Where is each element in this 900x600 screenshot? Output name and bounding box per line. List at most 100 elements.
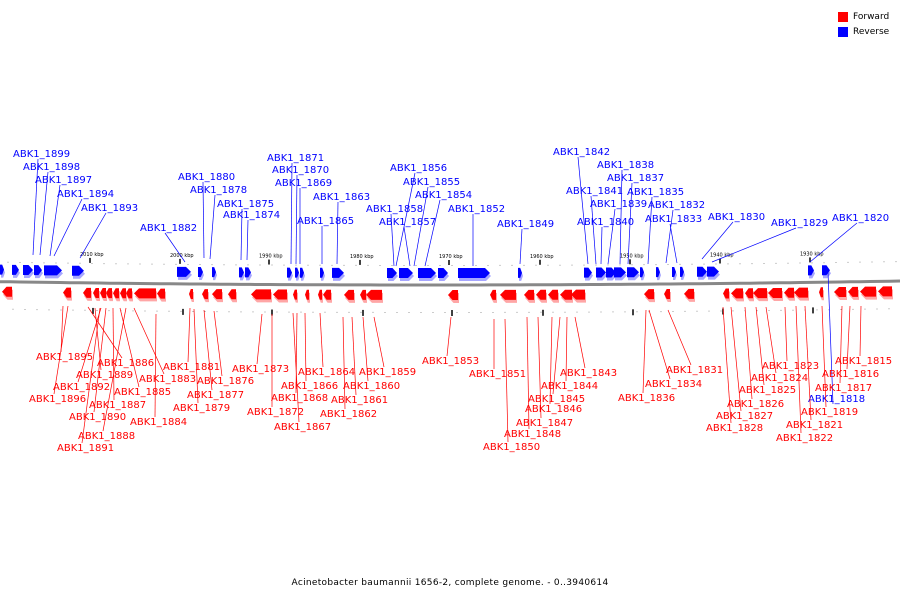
forward-leader-line xyxy=(642,309,647,394)
forward-gene-arrow xyxy=(228,289,236,300)
forward-gene-arrow xyxy=(571,289,585,300)
reverse-gene-label: ABK1_1854 xyxy=(415,190,472,201)
forward-leader-line xyxy=(119,307,140,388)
forward-leader-line xyxy=(362,316,369,382)
forward-leader-line xyxy=(187,307,191,363)
forward-leader-line xyxy=(667,309,692,366)
forward-leader-line xyxy=(648,309,671,380)
reverse-leader-line xyxy=(202,181,205,259)
legend-label-reverse: Reverse xyxy=(853,26,890,37)
reverse-leader-line xyxy=(607,208,616,265)
forward-gene-label: ABK1_1843 xyxy=(560,368,617,379)
reverse-gene-arrow xyxy=(697,266,707,277)
forward-leader-line xyxy=(213,310,223,377)
reverse-gene-label: ABK1_1818 xyxy=(808,394,865,405)
forward-gene-label: ABK1_1886 xyxy=(97,358,154,369)
reverse-gene-arrow xyxy=(300,267,304,278)
reverse-gene-arrow xyxy=(606,267,616,278)
legend-item-reverse: Reverse xyxy=(838,24,889,39)
forward-gene-label: ABK1_1848 xyxy=(504,429,561,440)
forward-gene-arrow xyxy=(819,287,823,298)
scale-tick-label: 2010 kbp xyxy=(80,252,104,258)
forward-gene-label: ABK1_1896 xyxy=(29,394,86,405)
reverse-gene-arrow xyxy=(320,267,324,278)
forward-gene-label: ABK1_1828 xyxy=(706,423,763,434)
reverse-gene-arrow xyxy=(584,267,592,278)
scale-tick-label: 1930 kbp xyxy=(800,251,824,257)
forward-gene-arrow xyxy=(134,288,156,299)
reverse-leader-line xyxy=(600,226,603,265)
reverse-gene-label: ABK1_1894 xyxy=(57,189,114,200)
forward-gene-label: ABK1_1872 xyxy=(247,407,304,418)
forward-gene-label: ABK1_1826 xyxy=(727,399,784,410)
reverse-leader-line xyxy=(577,156,589,265)
forward-gene-arrow xyxy=(524,289,534,300)
reverse-gene-arrow xyxy=(295,267,299,278)
reverse-gene-arrow xyxy=(656,267,660,278)
forward-leader-line xyxy=(804,305,812,421)
forward-leader-line xyxy=(53,305,69,395)
forward-gene-arrow xyxy=(548,289,558,300)
forward-leader-line xyxy=(60,305,64,353)
reverse-gene-label: ABK1_1833 xyxy=(645,214,702,225)
forward-gene-label: ABK1_1822 xyxy=(776,433,833,444)
reverse-gene-arrow xyxy=(458,267,490,278)
forward-leader-line xyxy=(256,313,263,365)
forward-gene-arrow xyxy=(490,289,496,300)
reverse-leader-line xyxy=(827,271,834,405)
forward-gene-label: ABK1_1825 xyxy=(739,385,796,396)
forward-gene-arrow xyxy=(113,288,119,299)
reverse-gene-label: ABK1_1849 xyxy=(497,219,554,230)
forward-gene-label: ABK1_1846 xyxy=(525,404,582,415)
reverse-leader-line xyxy=(627,182,633,265)
forward-gene-label: ABK1_1891 xyxy=(57,443,114,454)
reverse-gene-arrow xyxy=(399,267,413,278)
scale-tick-label: 1960 kbp xyxy=(530,254,554,260)
forward-gene-arrow xyxy=(500,289,516,300)
reverse-gene-label: ABK1_1899 xyxy=(13,149,70,160)
forward-gene-arrow xyxy=(536,289,546,300)
reverse-leader-line xyxy=(390,213,395,267)
reverse-leader-line xyxy=(49,184,61,257)
reverse-gene-label: ABK1_1874 xyxy=(223,210,280,221)
reverse-gene-arrow xyxy=(418,267,436,278)
forward-gene-label: ABK1_1876 xyxy=(197,376,254,387)
forward-gene-arrow xyxy=(723,288,729,299)
reverse-gene-arrow xyxy=(212,267,216,278)
reverse-gene-label: ABK1_1863 xyxy=(313,192,370,203)
forward-gene-arrow xyxy=(2,286,12,297)
reverse-gene-arrow xyxy=(596,267,606,278)
forward-gene-arrow xyxy=(251,289,271,300)
forward-gene-label: ABK1_1831 xyxy=(666,365,723,376)
genome-caption: Acinetobacter baumannii 1656-2, complete… xyxy=(291,578,609,588)
reverse-gene-arrow xyxy=(23,265,33,276)
reverse-leader-line xyxy=(79,212,107,259)
legend: Forward Reverse xyxy=(838,9,889,39)
reverse-gene-label: ABK1_1832 xyxy=(648,200,705,211)
forward-gene-arrow xyxy=(860,286,876,297)
reverse-leader-line xyxy=(665,209,674,264)
reverse-leader-line xyxy=(413,186,429,267)
forward-gene-arrow xyxy=(360,289,366,300)
forward-gene-arrow xyxy=(318,289,322,300)
forward-gene-label: ABK1_1881 xyxy=(163,362,220,373)
forward-leader-line xyxy=(93,307,107,413)
forward-leader-line xyxy=(304,312,307,382)
forward-gene-label: ABK1_1821 xyxy=(786,420,843,431)
scale-tick-label: 1940 kbp xyxy=(710,252,734,258)
forward-leader-line xyxy=(292,312,300,423)
forward-gene-arrow xyxy=(120,288,126,299)
reverse-gene-label: ABK1_1870 xyxy=(272,165,329,176)
reverse-leader-line xyxy=(403,226,411,267)
reverse-gene-label: ABK1_1820 xyxy=(832,213,889,224)
forward-gene-arrow xyxy=(834,287,846,298)
forward-leader-line xyxy=(744,306,753,400)
forward-leader-line xyxy=(821,305,827,408)
forward-gene-arrow xyxy=(664,289,670,300)
forward-leader-line xyxy=(87,306,123,359)
forward-gene-arrow xyxy=(684,288,694,299)
forward-leader-line xyxy=(722,306,732,424)
forward-gene-label: ABK1_1883 xyxy=(139,374,196,385)
reverse-gene-label: ABK1_1865 xyxy=(297,216,354,227)
